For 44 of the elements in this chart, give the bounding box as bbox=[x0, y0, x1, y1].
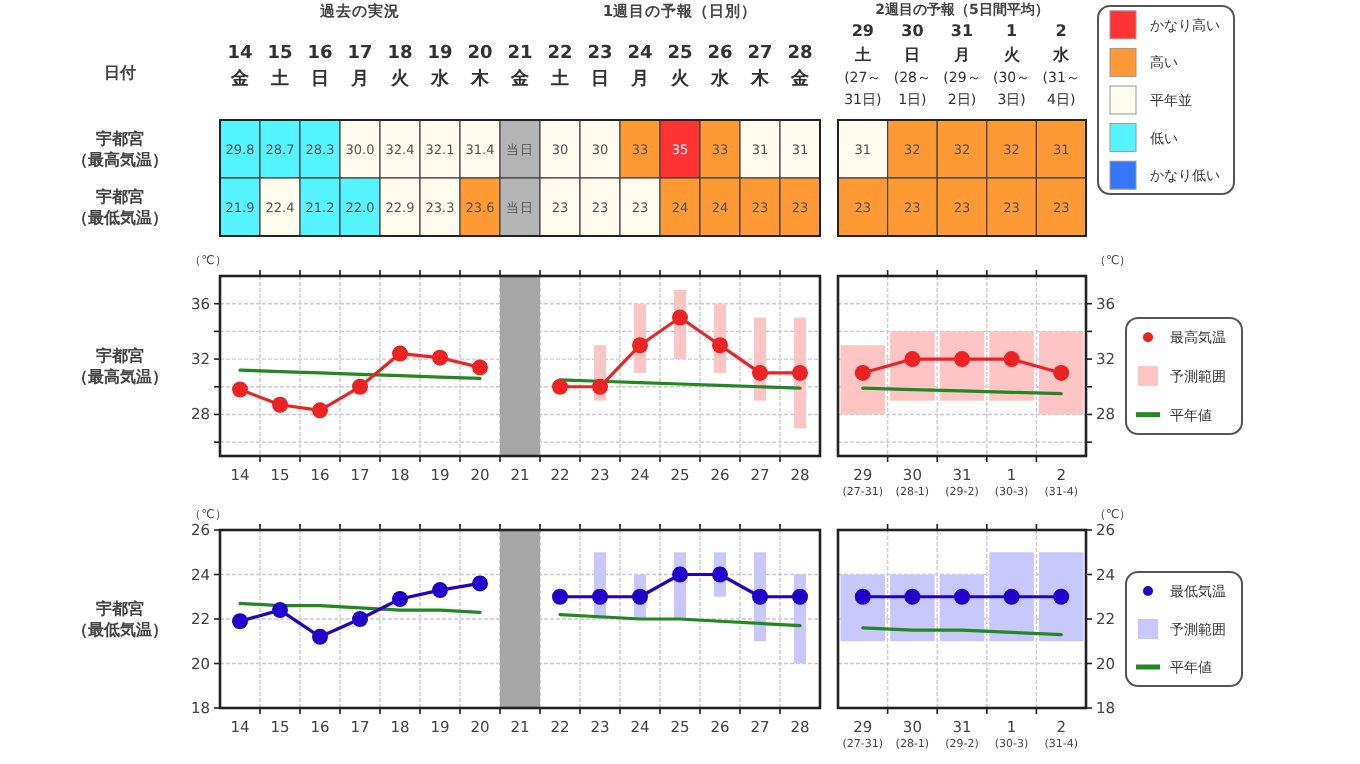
point bbox=[752, 364, 768, 381]
point bbox=[232, 381, 248, 398]
point bbox=[352, 611, 368, 627]
point bbox=[472, 359, 488, 376]
point bbox=[792, 588, 808, 605]
point bbox=[432, 582, 448, 599]
point bbox=[712, 337, 728, 354]
x-tick-label: 22 土 bbox=[547, 44, 573, 90]
x-tick-label: 25 火 bbox=[667, 44, 693, 90]
point bbox=[752, 588, 768, 605]
point bbox=[272, 602, 288, 619]
point bbox=[672, 309, 688, 326]
x-tick-label: 27 木 bbox=[747, 44, 773, 90]
point bbox=[472, 575, 488, 592]
point bbox=[232, 613, 248, 630]
x-tick-label: 19 水 bbox=[427, 44, 453, 90]
point bbox=[552, 588, 568, 605]
point bbox=[392, 345, 408, 362]
point bbox=[432, 349, 448, 366]
x-tick-label: 26 水 bbox=[707, 44, 733, 90]
x-tick-label: 18 火 bbox=[387, 44, 413, 90]
x-tick-label: 21 金 bbox=[507, 44, 533, 90]
x-tick-label: 16 日 bbox=[307, 44, 333, 90]
x-axis-title: 日付 bbox=[104, 64, 136, 82]
point bbox=[352, 378, 368, 395]
point bbox=[712, 566, 728, 583]
point bbox=[312, 402, 328, 419]
point bbox=[312, 628, 328, 645]
point bbox=[392, 590, 408, 607]
point bbox=[792, 364, 808, 381]
x-tick-label: 14 金 bbox=[227, 44, 253, 90]
x-tick-label: 20 木 bbox=[467, 44, 493, 90]
x-tick-label: 23 日 bbox=[587, 44, 613, 90]
point bbox=[272, 396, 288, 413]
point bbox=[672, 566, 688, 583]
x-tick-label: 28 金 bbox=[787, 44, 813, 90]
x-tick-label: 17 月 bbox=[347, 44, 373, 90]
x-tick-label: 15 土 bbox=[267, 44, 293, 90]
point bbox=[592, 588, 608, 605]
point bbox=[592, 378, 608, 395]
point bbox=[552, 378, 568, 395]
point bbox=[632, 588, 648, 605]
x-tick-label: 24 月 bbox=[627, 44, 653, 90]
point bbox=[632, 337, 648, 354]
